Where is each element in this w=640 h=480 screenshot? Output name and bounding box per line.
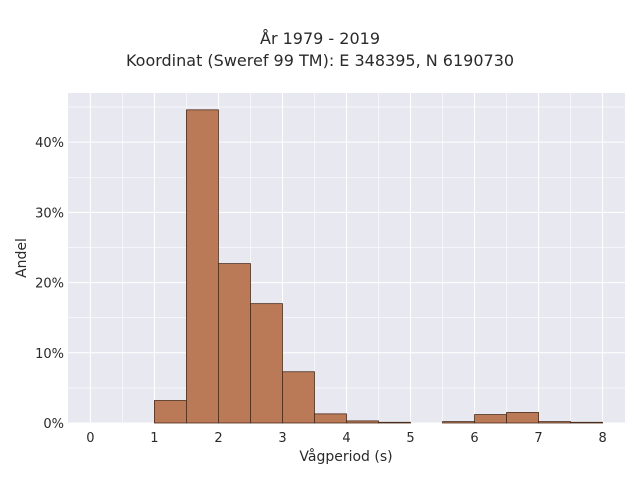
x-tick-label: 0 [86, 431, 94, 446]
histogram-bar [442, 421, 475, 424]
y-tick-label: 40% [35, 136, 64, 151]
x-axis-label: Vågperiod (s) [299, 448, 392, 465]
y-tick-label: 0% [43, 417, 64, 432]
bars-group [154, 109, 603, 424]
x-tick-label: 5 [406, 431, 414, 446]
histogram-bar [154, 400, 187, 424]
histogram-bar [218, 263, 251, 424]
histogram-bar [186, 109, 219, 424]
x-tick-label: 6 [470, 431, 478, 446]
y-tick-label: 20% [35, 277, 64, 292]
chart-subtitle: Koordinat (Sweref 99 TM): E 348395, N 61… [125, 51, 515, 70]
x-tick-label: 7 [534, 431, 542, 446]
x-tick-label: 4 [342, 431, 350, 446]
x-tick-label: 3 [278, 431, 286, 446]
x-axis-ticks: 0 1 2 3 4 5 6 7 8 [86, 431, 606, 446]
chart-title: År 1979 - 2019 [260, 29, 380, 48]
histogram-bar [314, 413, 347, 424]
y-tick-label: 10% [35, 347, 64, 362]
y-axis-ticks: 0% 10% 20% 30% 40% [35, 136, 64, 432]
y-tick-label: 30% [35, 206, 64, 221]
histogram-bar [346, 420, 379, 424]
histogram-bar [282, 371, 315, 424]
histogram-bar [474, 414, 507, 424]
x-tick-label: 2 [214, 431, 222, 446]
histogram-bar [538, 421, 571, 424]
histogram-bar [570, 421, 603, 424]
histogram-bar [378, 421, 411, 424]
histogram-bar [506, 412, 539, 424]
x-tick-label: 8 [598, 431, 606, 446]
y-axis-label: Andel [14, 238, 30, 278]
histogram-bar [250, 303, 283, 424]
x-tick-label: 1 [150, 431, 158, 446]
